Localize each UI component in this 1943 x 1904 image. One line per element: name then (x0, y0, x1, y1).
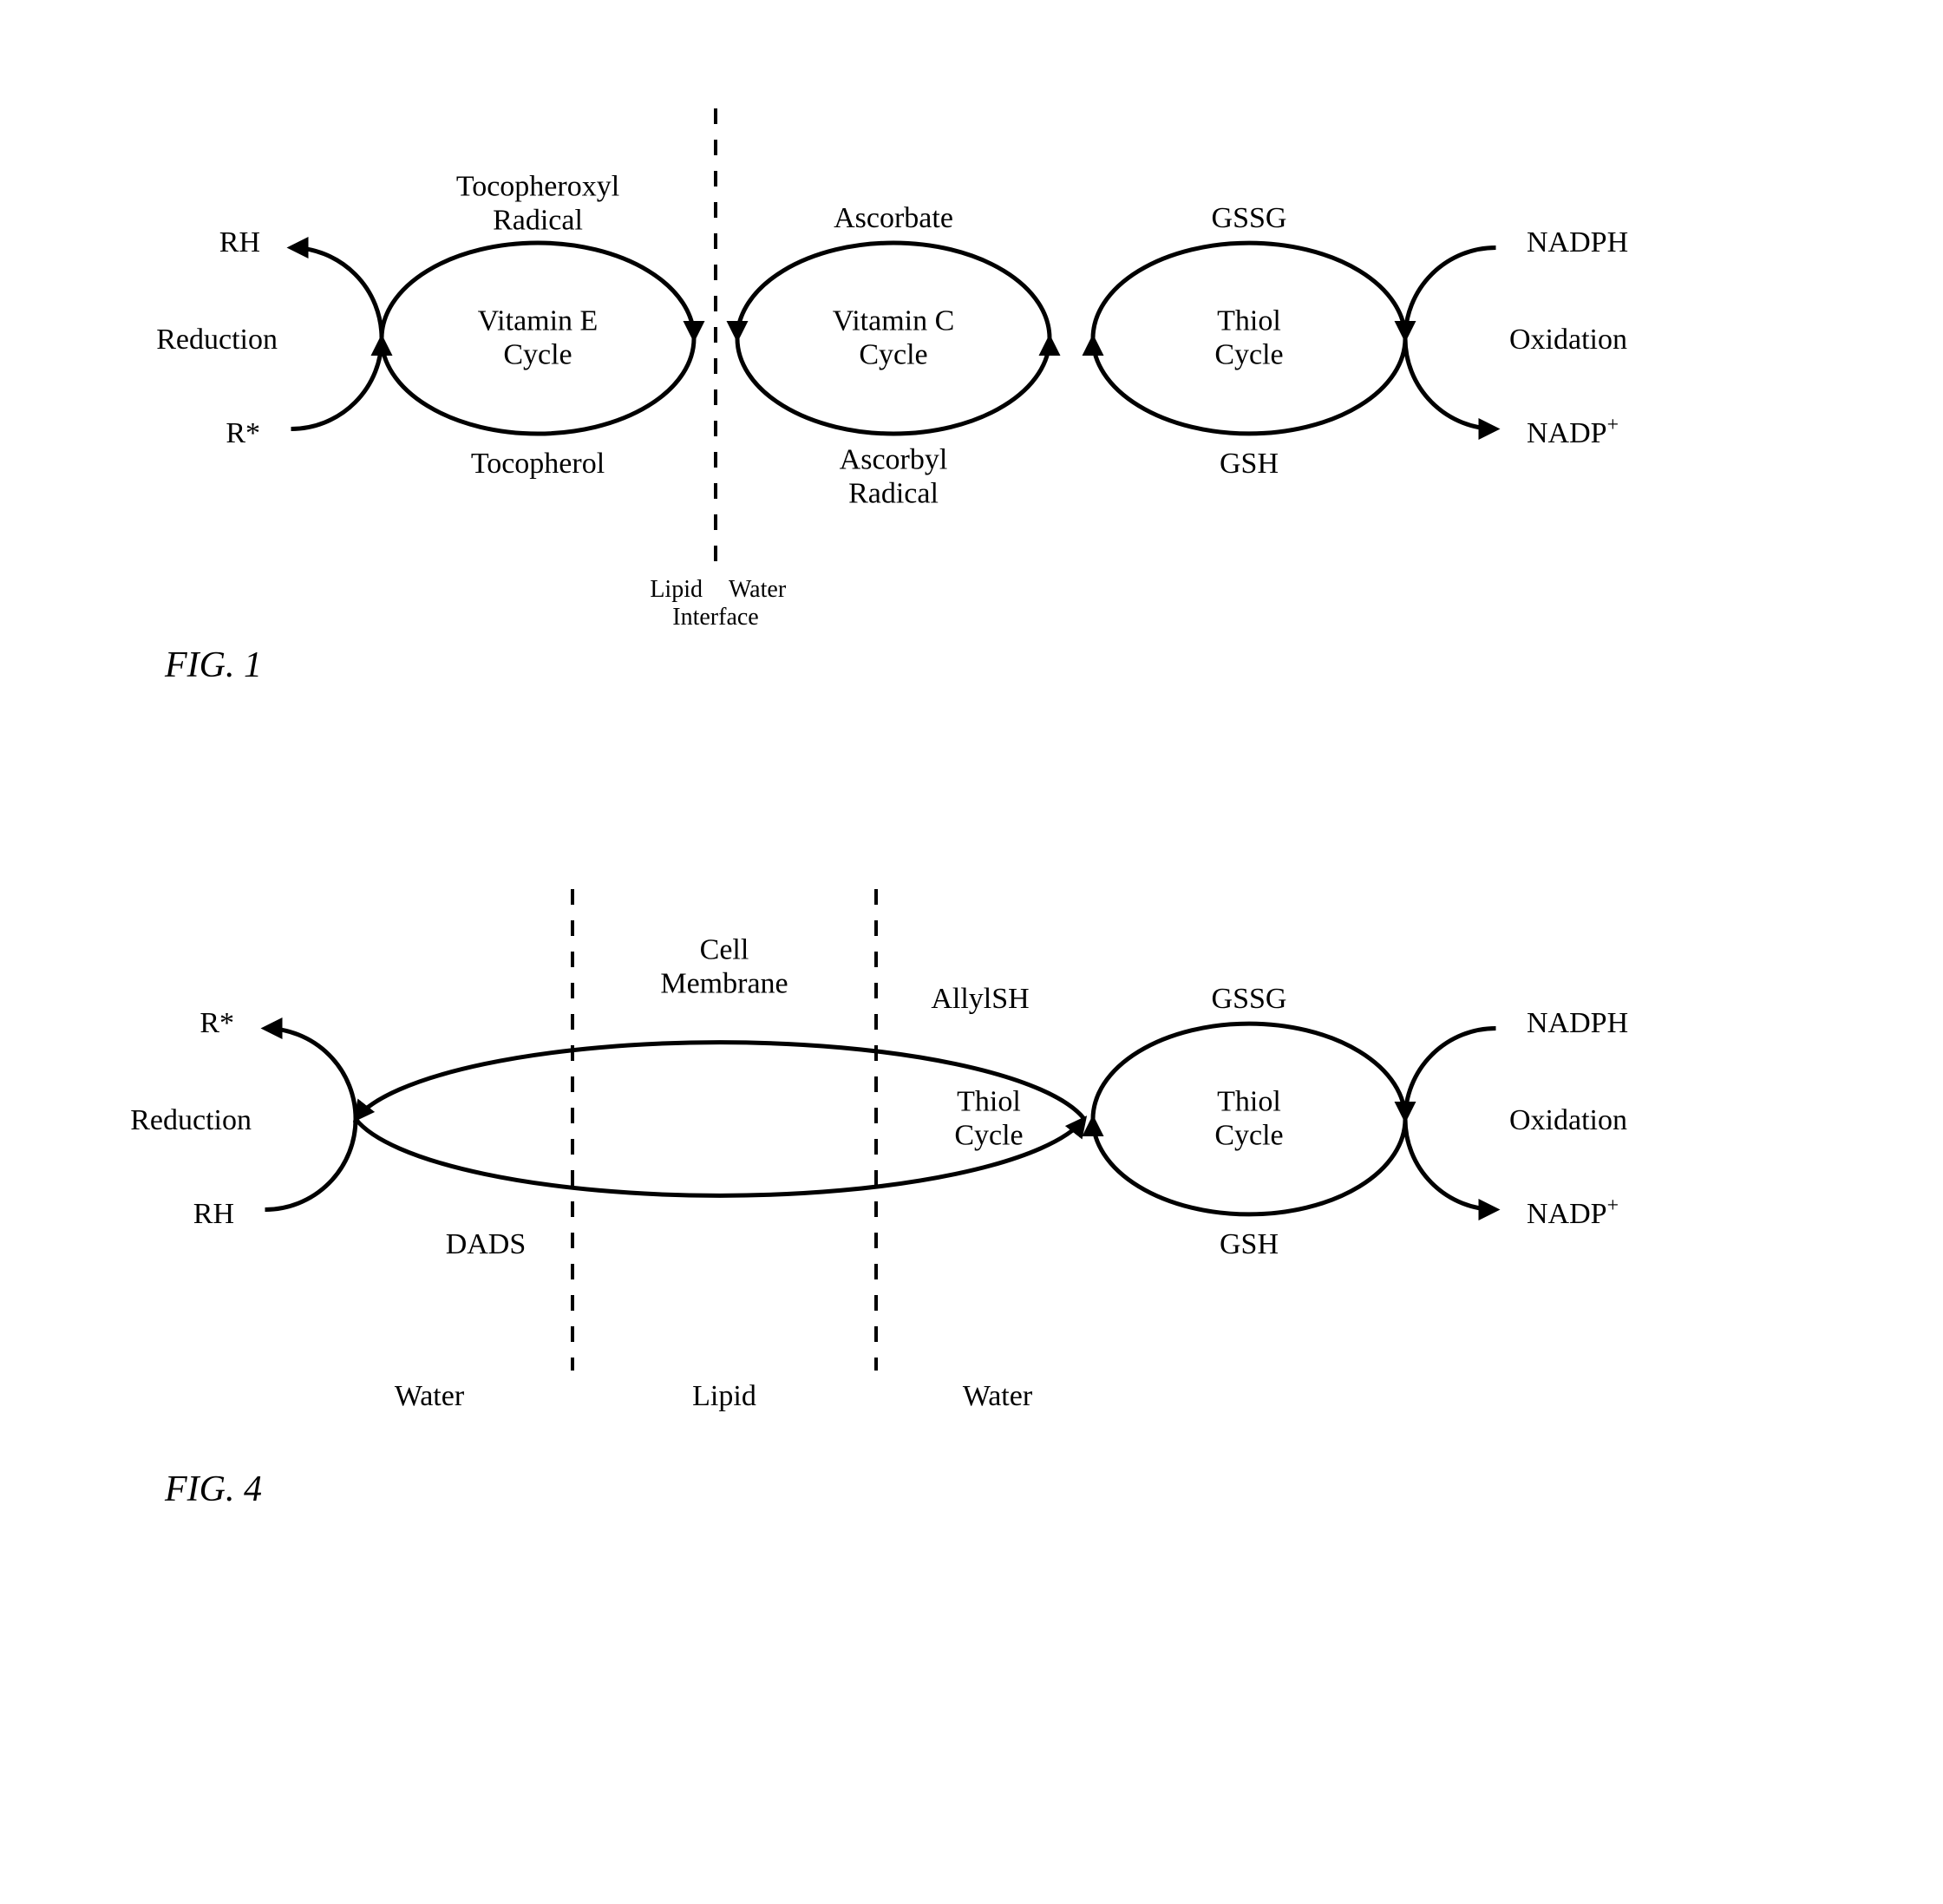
coupler-arc (265, 1029, 357, 1120)
svg-text:Cycle: Cycle (1214, 1120, 1283, 1152)
big-cycle-title: ThiolCycle (954, 1085, 1023, 1151)
fig4-svg: R* RH Reduction CellMembrane AllylSH DADS Thio… (35, 815, 1856, 1527)
oxidation-label: Oxidation (1509, 1104, 1627, 1136)
rh-label: RH (219, 226, 260, 258)
gsh-label: GSH (1220, 1228, 1279, 1260)
figure-4: R* RH Reduction CellMembrane AllylSH DADS Thio… (35, 815, 1908, 1527)
svg-text:Membrane: Membrane (660, 968, 788, 1000)
reduction-label: Reduction (156, 324, 278, 356)
rh-label: RH (193, 1198, 234, 1230)
nadph-label: NADPH (1527, 226, 1628, 258)
svg-text:Vitamin E: Vitamin E (478, 304, 599, 337)
svg-text:Cycle: Cycle (1214, 339, 1283, 371)
fig4-caption: FIG. 4 (164, 1469, 262, 1509)
c2-top-label: Ascorbate (834, 202, 953, 234)
svg-text:Cell: Cell (700, 933, 749, 965)
nadp-label: NADP+ (1527, 414, 1619, 449)
c3-bottom-label: GSH (1220, 448, 1279, 480)
svg-text:Ascorbyl: Ascorbyl (840, 443, 948, 475)
cycle3-title: ThiolCycle (1214, 304, 1283, 370)
oxidation-label: Oxidation (1509, 324, 1627, 356)
svg-text:Thiol: Thiol (1217, 1085, 1281, 1117)
phase-water-right: Water (963, 1380, 1033, 1412)
c1-top-label: TocopheroxylRadical (456, 170, 619, 236)
fig1-svg: RHR*ReductionTocopheroxylRadicalVitamin … (35, 35, 1856, 711)
svg-text:Cycle: Cycle (503, 339, 572, 371)
coupler-arc (291, 338, 383, 429)
c2-bottom-label: AscorbylRadical (840, 443, 948, 509)
c3-top-label: GSSG (1212, 202, 1287, 234)
rstar-label: R* (226, 417, 260, 449)
water-label: Water (729, 576, 787, 603)
coupler-arc (1405, 1029, 1496, 1120)
svg-text:Radical: Radical (848, 478, 939, 510)
coupler-arc (1405, 248, 1496, 339)
rstar-label: R* (200, 1007, 234, 1039)
svg-text:Radical: Radical (493, 205, 583, 237)
figure-1: RHR*ReductionTocopheroxylRadicalVitamin … (35, 35, 1908, 711)
cycle1-title: Vitamin ECycle (478, 304, 599, 370)
interface-label: Interface (672, 604, 758, 631)
thiol-cycle-title: ThiolCycle (1214, 1085, 1283, 1151)
lipid-label: Lipid (650, 576, 703, 603)
allylsh-label: AllylSH (931, 983, 1029, 1015)
nadp-label: NADP+ (1527, 1194, 1619, 1230)
phase-lipid: Lipid (692, 1380, 756, 1412)
phase-water-left: Water (395, 1380, 465, 1412)
svg-text:Cycle: Cycle (954, 1120, 1023, 1152)
svg-text:Thiol: Thiol (1217, 304, 1281, 337)
nadph-label: NADPH (1527, 1007, 1628, 1039)
coupler-arc (291, 248, 383, 339)
svg-text:Vitamin C: Vitamin C (833, 304, 955, 337)
cycle2-title: Vitamin CCycle (833, 304, 955, 370)
cell-membrane-label: CellMembrane (660, 933, 788, 999)
c1-bottom-label: Tocopherol (471, 448, 605, 480)
coupler-arc (1405, 338, 1496, 429)
coupler-arc (265, 1119, 357, 1210)
gssg-label: GSSG (1212, 983, 1287, 1015)
fig1-caption: FIG. 1 (164, 645, 262, 685)
svg-text:Cycle: Cycle (859, 339, 927, 371)
coupler-arc (1405, 1119, 1496, 1210)
dads-label: DADS (446, 1228, 527, 1260)
svg-text:Thiol: Thiol (957, 1085, 1021, 1117)
svg-text:Tocopheroxyl: Tocopheroxyl (456, 170, 619, 202)
reduction-label: Reduction (130, 1104, 252, 1136)
